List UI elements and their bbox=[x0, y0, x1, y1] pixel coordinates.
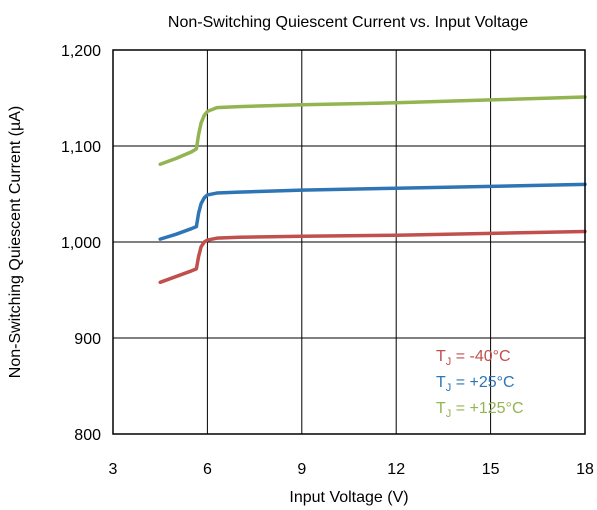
x-tick-label: 12 bbox=[387, 461, 405, 478]
x-axis-title: Input Voltage (V) bbox=[289, 489, 408, 506]
plot-area-border bbox=[112, 49, 586, 435]
y-tick-label: 1,100 bbox=[61, 139, 101, 156]
y-tick-label: 1,200 bbox=[61, 43, 101, 60]
legend-entry-1: TJ = +25°C bbox=[436, 374, 515, 394]
legend: TJ = -40°C TJ = +25°C TJ = +125°C bbox=[436, 348, 524, 420]
x-tick-label: 9 bbox=[297, 461, 306, 478]
y-tick-label: 800 bbox=[74, 427, 101, 444]
y-axis-ticks: 800 900 1,000 1,100 1,200 bbox=[61, 43, 101, 444]
legend-entry-2: TJ = +125°C bbox=[436, 400, 524, 420]
chart-title: Non-Switching Quiescent Current vs. Inpu… bbox=[168, 14, 528, 31]
series-lines bbox=[158, 95, 587, 285]
y-tick-label: 1,000 bbox=[61, 235, 101, 252]
series-line-0 bbox=[158, 229, 587, 285]
y-axis-title: Non-Switching Quiescent Current (µA) bbox=[7, 106, 24, 378]
x-axis-ticks: 3 6 9 12 15 18 bbox=[109, 461, 594, 478]
series-line-1 bbox=[158, 182, 587, 241]
legend-entry-0: TJ = -40°C bbox=[436, 348, 511, 368]
series-line-2 bbox=[158, 95, 587, 166]
x-tick-label: 6 bbox=[203, 461, 212, 478]
x-tick-label: 15 bbox=[482, 461, 500, 478]
x-tick-label: 18 bbox=[576, 461, 594, 478]
y-tick-label: 900 bbox=[74, 331, 101, 348]
x-tick-label: 3 bbox=[109, 461, 118, 478]
